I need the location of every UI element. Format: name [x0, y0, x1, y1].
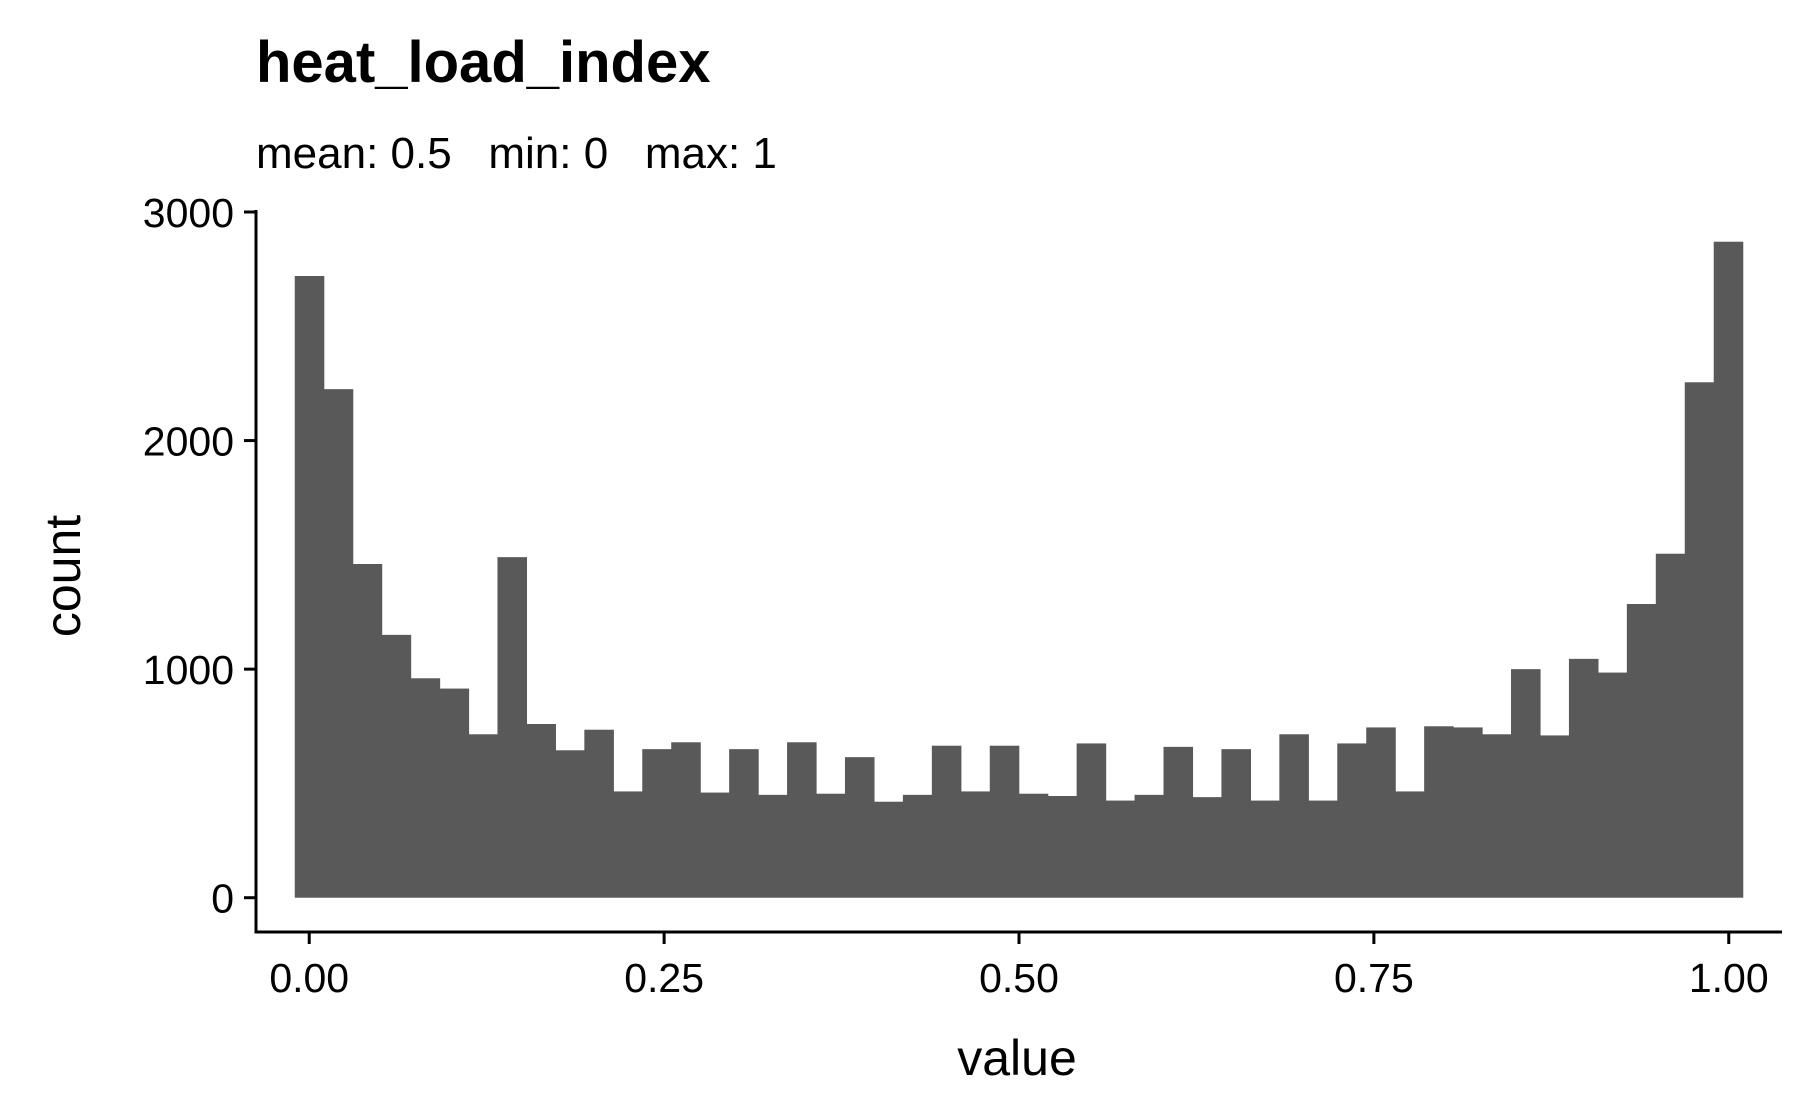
histogram-bar [323, 389, 354, 898]
histogram-bar [1539, 735, 1570, 898]
histogram-bar [1279, 734, 1309, 898]
histogram-bar [1250, 800, 1280, 898]
histogram-bar [497, 557, 528, 898]
histogram-bar [1395, 791, 1425, 898]
histogram-bar [1221, 749, 1251, 898]
histogram-bar [294, 276, 325, 898]
histogram-bar [1482, 734, 1512, 898]
chart-subtitle: mean: 0.5 min: 0 max: 1 [256, 129, 777, 178]
histogram-bar [584, 729, 614, 898]
histogram-bar [439, 688, 470, 898]
histogram-bar [816, 793, 846, 898]
x-axis-ticks: 0.00 0.25 0.50 0.75 1.00 [269, 932, 1769, 1001]
histogram-bar [1105, 800, 1136, 898]
histogram-bar [1655, 553, 1686, 898]
histogram-bar [1076, 743, 1107, 898]
histogram-bar [758, 794, 788, 898]
x-tick-label: 0.50 [979, 955, 1059, 1001]
histogram-bar [642, 749, 672, 898]
histogram-bar [352, 564, 383, 898]
histogram-bar [1337, 743, 1367, 898]
histogram-bar [1453, 727, 1483, 898]
x-tick-label: 0.75 [1334, 955, 1414, 1001]
histogram-bar [1047, 796, 1078, 898]
histogram-bar [1684, 382, 1715, 898]
histogram-bar [1626, 604, 1657, 898]
histogram-bar [671, 742, 701, 898]
histogram-bar [1192, 797, 1223, 898]
histogram-bar [381, 634, 412, 898]
histogram-bar [960, 791, 991, 898]
y-tick-label: 2000 [143, 419, 234, 465]
histogram-bar [1308, 800, 1338, 898]
histogram-bar [700, 792, 730, 898]
histogram-bar [729, 749, 759, 898]
histogram-bar [468, 734, 499, 898]
histogram-bar [1366, 727, 1396, 898]
histogram-bar [1424, 726, 1454, 898]
histogram-bar [410, 678, 441, 898]
y-tick-label: 1000 [143, 647, 234, 693]
histogram-bar [787, 742, 817, 898]
x-tick-label: 0.25 [624, 955, 704, 1001]
histogram-bar [526, 724, 556, 898]
histogram-bar [1134, 794, 1165, 898]
histogram-bar [613, 791, 643, 898]
y-axis-title: count [35, 515, 91, 637]
x-tick-label: 1.00 [1689, 955, 1769, 1001]
chart-title: heat_load_index [256, 30, 710, 95]
y-tick-label: 3000 [143, 190, 234, 236]
y-tick-label: 0 [211, 876, 234, 922]
histogram-bar [1713, 241, 1744, 898]
histogram-bar [1597, 672, 1628, 898]
histogram-bar [931, 745, 962, 898]
histogram-bars [294, 241, 1744, 898]
histogram-bar [989, 745, 1020, 898]
x-axis-title: value [957, 1030, 1077, 1086]
histogram-bar [902, 794, 933, 898]
histogram-bar [873, 801, 904, 898]
histogram-bar [1163, 746, 1194, 898]
histogram-bar [844, 757, 875, 898]
x-tick-label: 0.00 [269, 955, 349, 1001]
histogram-bar [1511, 669, 1541, 898]
histogram-bar [1568, 658, 1599, 898]
y-axis-ticks: 0 1000 2000 3000 [143, 190, 256, 922]
histogram-bar [555, 750, 585, 898]
histogram-bar [1018, 793, 1049, 898]
